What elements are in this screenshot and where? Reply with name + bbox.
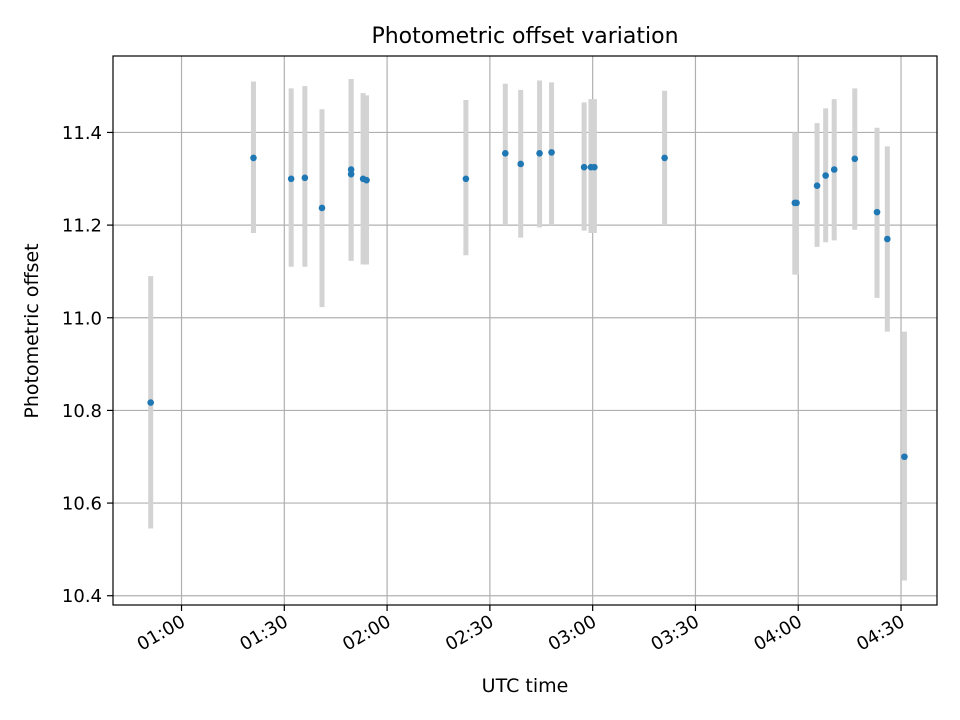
data-points bbox=[147, 149, 908, 461]
data-point bbox=[822, 172, 829, 179]
data-point bbox=[536, 149, 543, 157]
data-point bbox=[287, 175, 295, 183]
y-tick-label: 10.6 bbox=[62, 494, 102, 515]
data-point bbox=[884, 235, 891, 243]
y-tick-label: 10.4 bbox=[62, 586, 102, 607]
data-point bbox=[830, 166, 838, 173]
grid bbox=[113, 56, 937, 605]
data-point bbox=[347, 166, 355, 173]
data-point bbox=[250, 154, 257, 162]
data-point bbox=[318, 204, 326, 212]
data-point bbox=[813, 182, 821, 190]
plot-frame bbox=[112, 55, 938, 606]
y-axis-ticks: 10.4 10.6 10.8 11.0 11.2 11.4 bbox=[62, 123, 113, 607]
data-point bbox=[301, 174, 309, 182]
data-point bbox=[347, 170, 355, 178]
data-point bbox=[851, 155, 859, 163]
data-point bbox=[363, 176, 370, 184]
data-point bbox=[901, 453, 908, 461]
data-point bbox=[548, 149, 555, 156]
data-point bbox=[793, 199, 800, 207]
y-tick-label: 11.0 bbox=[62, 308, 102, 329]
data-point bbox=[661, 154, 668, 162]
data-point bbox=[591, 163, 598, 171]
data-point bbox=[462, 175, 470, 183]
y-tick-label: 10.8 bbox=[62, 401, 102, 422]
y-axis-label: Photometric offset bbox=[21, 243, 43, 418]
data-point bbox=[147, 399, 154, 406]
x-axis-label: UTC time bbox=[482, 675, 569, 697]
data-point bbox=[501, 149, 509, 157]
data-point bbox=[517, 160, 525, 168]
data-point bbox=[580, 163, 588, 171]
chart-title: Photometric offset variation bbox=[371, 24, 678, 49]
data-point bbox=[873, 208, 881, 216]
y-tick-label: 11.2 bbox=[62, 216, 102, 237]
y-tick-label: 11.4 bbox=[62, 123, 102, 144]
